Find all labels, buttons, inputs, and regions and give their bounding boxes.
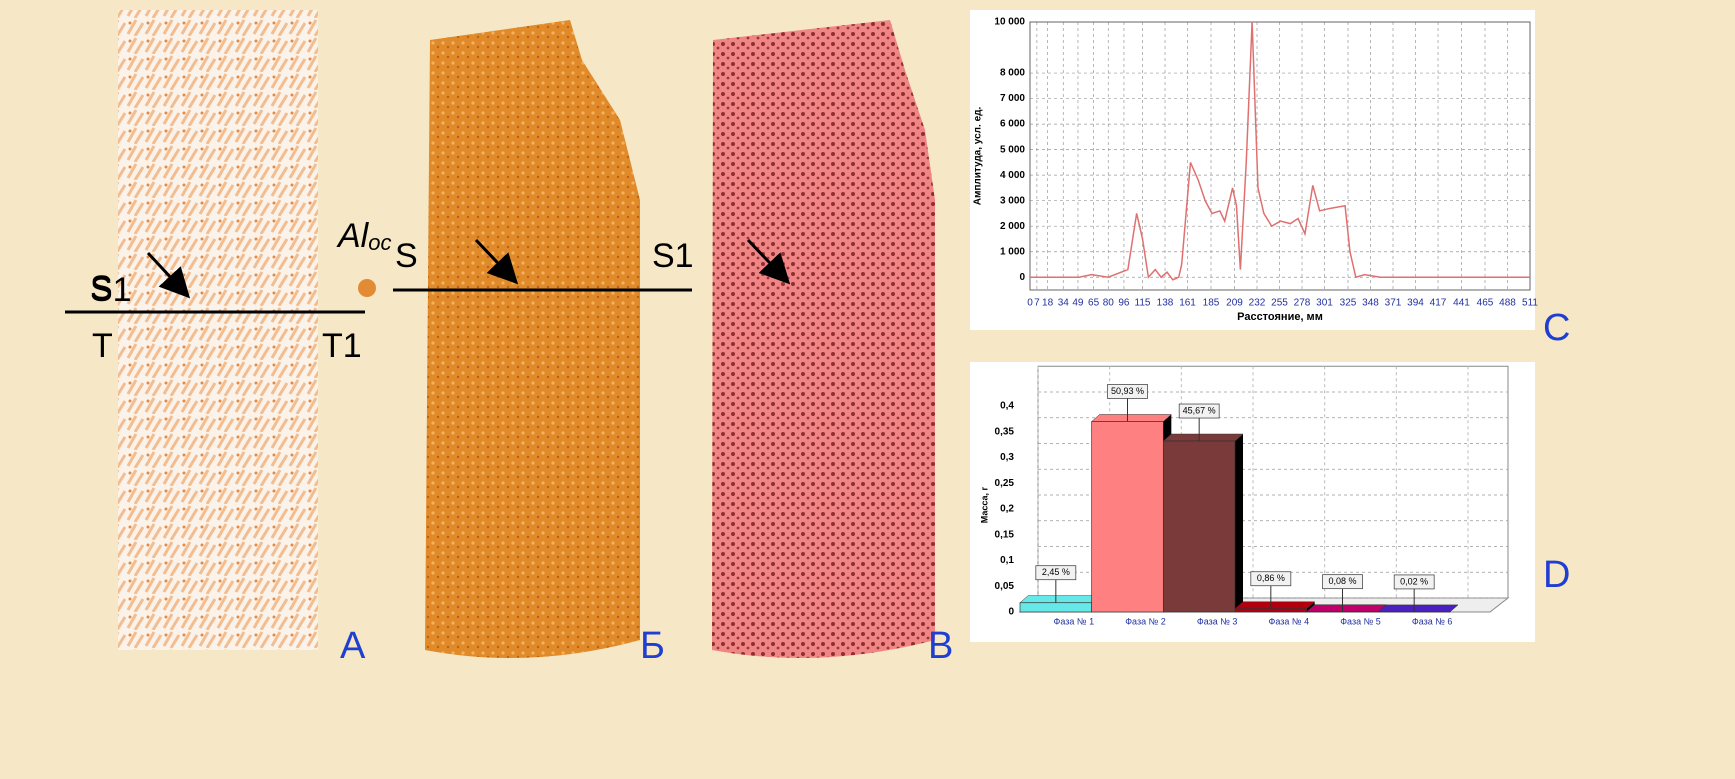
x-tick-label: 371 [1385, 298, 1402, 309]
x-tick-label: 301 [1316, 298, 1333, 309]
y-tick-label: 7 000 [1000, 93, 1025, 104]
dot [358, 279, 376, 297]
x-tick-label: 278 [1294, 298, 1311, 309]
y-tick-label: 0,35 [995, 426, 1015, 437]
y-tick-label: 0,1 [1000, 555, 1014, 566]
panel-label: Б [640, 625, 665, 667]
annotation-sub: oc [368, 230, 391, 255]
x-tick-label: 325 [1340, 298, 1357, 309]
annotation: S [395, 237, 418, 275]
value-label: 0,86 % [1257, 573, 1285, 583]
annotation: S1 [90, 271, 132, 309]
bar-top [1378, 605, 1458, 612]
y-axis-label: Амплитуда, усл. ед. [973, 107, 984, 206]
x-tick-label: 49 [1072, 298, 1084, 309]
bar-side [1235, 434, 1243, 612]
y-tick-label: 10 000 [994, 17, 1025, 28]
bar-top [1163, 434, 1243, 441]
y-tick-label: 2 000 [1000, 221, 1025, 232]
bar [1020, 603, 1092, 612]
x-tick-label: 96 [1118, 298, 1130, 309]
x-axis-label: Расстояние, мм [1237, 311, 1323, 323]
x-tick-label: 488 [1499, 298, 1516, 309]
bar-top [1307, 605, 1387, 612]
annotation: T [92, 327, 113, 365]
y-tick-label: 0,25 [995, 478, 1015, 489]
chart-bg [970, 10, 1535, 330]
bar-top [1092, 414, 1172, 421]
x-tick-label: 348 [1362, 298, 1379, 309]
y-tick-label: 0 [1008, 607, 1014, 618]
bar [1092, 421, 1164, 612]
bar [1235, 609, 1307, 612]
x-tick-label: Фаза № 6 [1412, 616, 1453, 626]
x-tick-label: 34 [1058, 298, 1070, 309]
panel-label: C [1543, 307, 1570, 349]
annotation: Aloc [336, 217, 391, 255]
x-tick-label: 80 [1103, 298, 1115, 309]
y-tick-label: 0,15 [995, 529, 1015, 540]
y-tick-label: 0,2 [1000, 504, 1014, 515]
y-tick-label: 0 [1019, 272, 1025, 283]
x-tick-label: Фаза № 5 [1340, 616, 1381, 626]
value-label: 0,08 % [1328, 576, 1356, 586]
x-tick-label: 465 [1477, 298, 1494, 309]
x-tick-label: 65 [1088, 298, 1100, 309]
panel-label: A [340, 625, 366, 667]
x-tick-label: 18 [1042, 298, 1054, 309]
x-tick-label: 185 [1203, 298, 1220, 309]
x-tick-label: 394 [1407, 298, 1424, 309]
y-tick-label: 0,05 [995, 581, 1015, 592]
x-tick-label: 138 [1157, 298, 1174, 309]
value-label: 50,93 % [1111, 386, 1144, 396]
x-tick-label: Фаза № 3 [1197, 616, 1238, 626]
value-label: 45,67 % [1183, 405, 1216, 415]
annotation: T1 [322, 327, 362, 365]
y-tick-label: 0,4 [1000, 401, 1014, 412]
value-label: 2,45 % [1042, 567, 1070, 577]
y-axis-label: Масса, г [979, 487, 989, 524]
annotation-main: Al [336, 217, 370, 255]
x-tick-label: 511 [1522, 298, 1538, 309]
image-a [118, 10, 318, 650]
x-tick-label: 7 [1034, 298, 1040, 309]
bar-top [1020, 596, 1100, 603]
y-tick-label: 3 000 [1000, 195, 1025, 206]
bar [1163, 441, 1235, 612]
figure: S S1 T T1 Aloc S S1 A Б В C D 01 0002 00… [0, 0, 1735, 774]
y-tick-label: 0,3 [1000, 452, 1014, 463]
x-tick-label: 115 [1135, 298, 1151, 309]
image-b [425, 20, 640, 658]
y-tick-label: 1 000 [1000, 246, 1025, 257]
x-tick-label: 255 [1271, 298, 1288, 309]
panel-label: В [928, 625, 953, 667]
image-c [712, 20, 935, 658]
y-tick-label: 6 000 [1000, 119, 1025, 130]
y-tick-label: 4 000 [1000, 170, 1025, 181]
value-label: 0,02 % [1400, 576, 1428, 586]
page: S S1 T T1 Aloc S S1 A Б В C D 01 0002 00… [0, 0, 1735, 774]
bar-top [1235, 602, 1315, 609]
y-tick-label: 5 000 [1000, 144, 1025, 155]
x-tick-label: 441 [1453, 298, 1470, 309]
panel-label: D [1543, 554, 1570, 596]
x-tick-label: 161 [1179, 298, 1196, 309]
x-tick-label: 209 [1226, 298, 1243, 309]
x-tick-label: 417 [1430, 298, 1447, 309]
x-tick-label: 0 [1027, 298, 1033, 309]
x-tick-label: Фаза № 4 [1269, 616, 1310, 626]
annotation: S1 [652, 237, 694, 275]
x-tick-label: Фаза № 2 [1125, 616, 1166, 626]
x-tick-label: 232 [1249, 298, 1266, 309]
x-tick-label: Фаза № 1 [1054, 616, 1095, 626]
y-tick-label: 8 000 [1000, 68, 1025, 79]
